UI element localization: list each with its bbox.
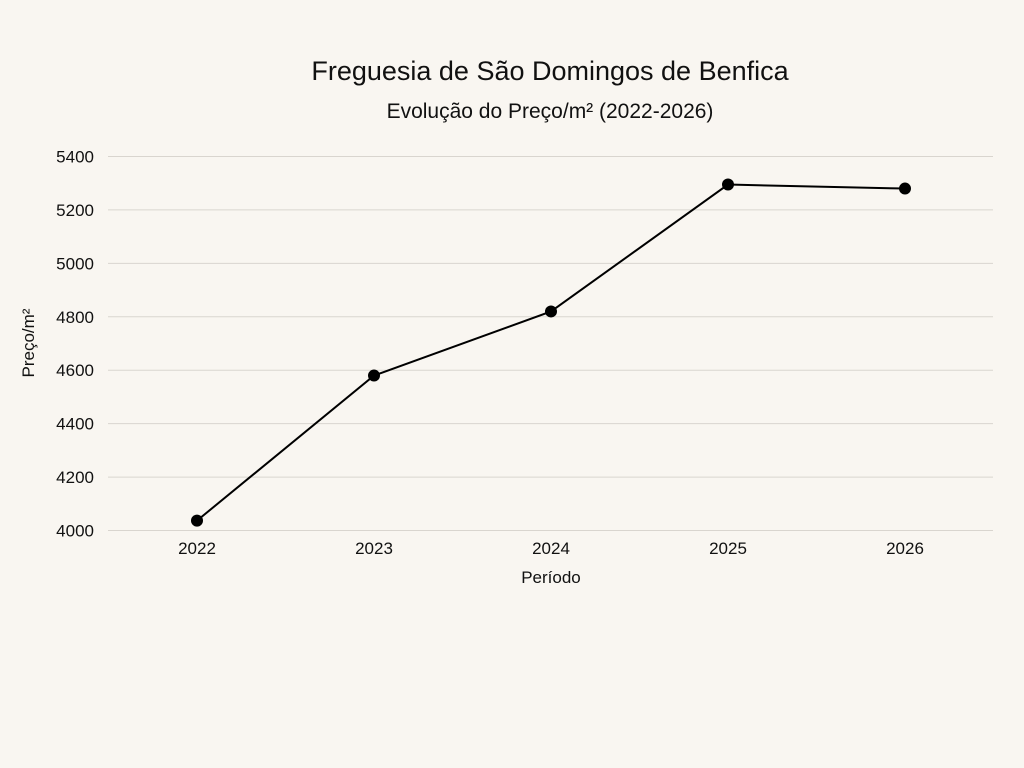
y-tick-label: 4600	[56, 361, 94, 380]
x-axis-ticks: 2022 2023 2024 2025 2026	[178, 539, 924, 558]
x-axis-label: Período	[521, 568, 581, 587]
y-tick-label: 5000	[56, 254, 94, 273]
chart-subtitle: Evolução do Preço/m² (2022-2026)	[386, 100, 714, 123]
y-axis-label: Preço/m²	[19, 308, 38, 377]
x-tick-label: 2026	[886, 539, 924, 558]
x-tick-label: 2023	[355, 539, 393, 558]
data-point	[545, 305, 557, 318]
y-tick-label: 4000	[56, 522, 94, 541]
x-tick-label: 2025	[709, 539, 747, 558]
data-point	[191, 514, 203, 527]
data-point	[899, 182, 911, 195]
price-line	[196, 183, 906, 522]
data-point	[722, 178, 734, 191]
y-tick-label: 5200	[56, 201, 94, 220]
data-point	[368, 369, 380, 382]
y-tick-label: 4400	[56, 415, 94, 434]
x-tick-label: 2024	[532, 539, 570, 558]
y-tick-label: 4200	[56, 468, 94, 487]
data-point-markers	[191, 178, 911, 527]
y-tick-label: 5400	[56, 148, 94, 167]
x-tick-label: 2022	[178, 539, 216, 558]
y-tick-label: 4800	[56, 308, 94, 327]
gridlines	[108, 156, 993, 531]
y-axis-ticks: 4000 4200 4400 4600 4800 5000 5200 5400	[56, 148, 94, 541]
chart-title: Freguesia de São Domingos de Benfica	[311, 56, 789, 86]
